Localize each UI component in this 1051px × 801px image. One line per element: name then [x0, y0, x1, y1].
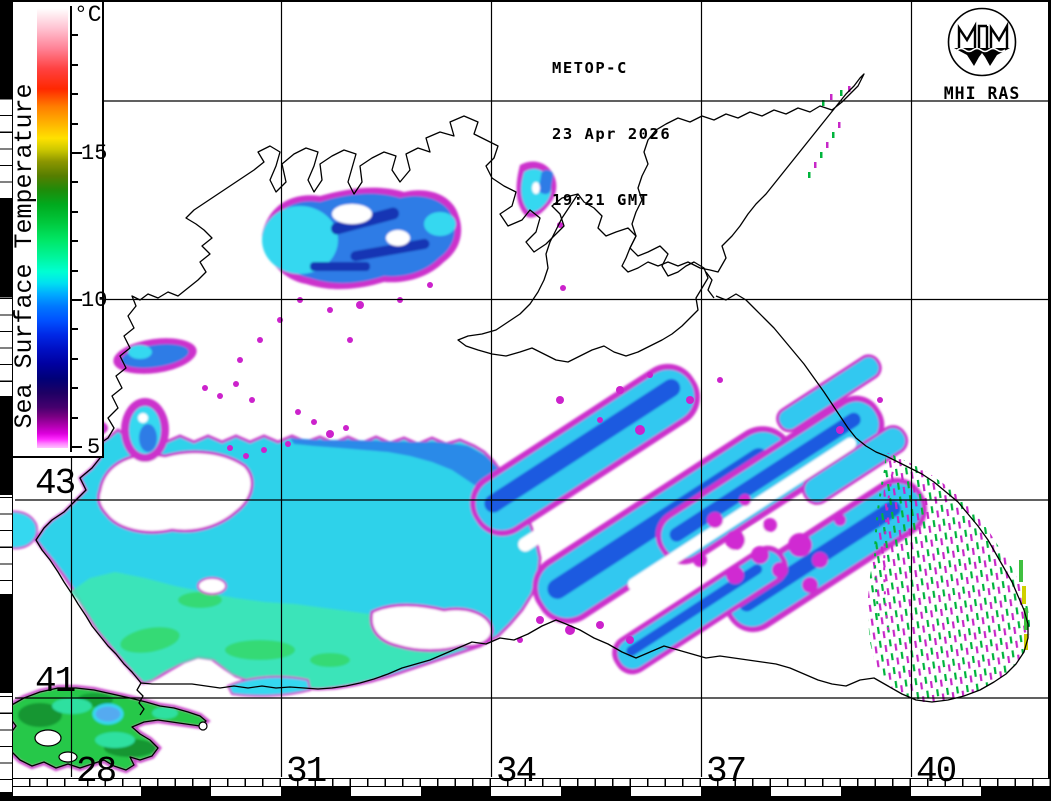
institute-logo-label: MHI RAS — [943, 84, 1021, 103]
sst-mottle — [693, 494, 846, 593]
sst-kerch-patch — [516, 161, 557, 218]
lon-label-37: 37 — [706, 751, 747, 792]
satellite-name: METOP-C — [552, 59, 628, 77]
cloud-hole-1 — [96, 450, 254, 534]
cloud-hole-3 — [197, 577, 227, 595]
coast-west-north — [35, 115, 579, 684]
map-top-border — [0, 0, 1051, 2]
lon-label-34: 34 — [496, 751, 537, 792]
cloud-hole-2 — [369, 603, 494, 652]
lat-label-41: 41 — [35, 661, 76, 702]
hatch-region — [868, 452, 1030, 702]
colorbar-title: Sea Surface Temperature — [10, 83, 39, 429]
coast-azov — [621, 73, 865, 273]
colorbar-tick-10: 10 — [81, 288, 108, 313]
colorbar-axis — [70, 6, 82, 452]
latitude-ruler — [0, 0, 13, 801]
coast-bosphorus — [136, 682, 145, 716]
institute-logo-icon — [947, 7, 1017, 77]
coastlines — [5, 73, 1029, 771]
colorbar-gradient — [37, 8, 68, 448]
lon-label-40: 40 — [916, 751, 957, 792]
coast-crimea — [457, 193, 709, 363]
coast-east-south — [140, 293, 1029, 703]
sst-speckles — [202, 222, 883, 644]
acquisition-time: 19:21 GMT — [552, 191, 650, 209]
lon-label-31: 31 — [286, 751, 327, 792]
acquisition-date: 23 Apr 2026 — [552, 125, 672, 143]
header-annotation: METOP-C 23 Apr 2026 19:21 GMT — [552, 13, 671, 255]
longitude-ruler-blocks — [13, 787, 1051, 797]
graticule — [15, 2, 1049, 777]
colorbar-unit: °C — [74, 2, 102, 28]
taganrog-stipple — [808, 86, 851, 178]
sst-field — [0, 161, 928, 774]
institute-logo: MHI RAS — [939, 6, 1025, 103]
sst-sw-corner — [226, 675, 312, 697]
colorbar-tick-15: 15 — [81, 141, 108, 166]
longitude-ruler — [13, 778, 1051, 801]
longitude-ruler-baseline — [13, 797, 1051, 801]
lon-label-28: 28 — [76, 751, 117, 792]
map-right-border — [1048, 0, 1051, 778]
lat-label-43: 43 — [35, 463, 76, 504]
colorbar-panel: Sea Surface Temperature °C 15 10 5 — [10, 0, 108, 460]
sst-streaks — [470, 354, 928, 675]
longitude-ruler-ticks — [13, 779, 1051, 787]
colorbar-tick-5: 5 — [87, 435, 101, 460]
coast-kerch-strait — [705, 271, 715, 299]
sst-blue-band — [290, 438, 526, 516]
sst-green-zone — [70, 572, 488, 688]
sst-nw-shelf — [262, 187, 462, 290]
marmara-islands — [34, 721, 208, 763]
